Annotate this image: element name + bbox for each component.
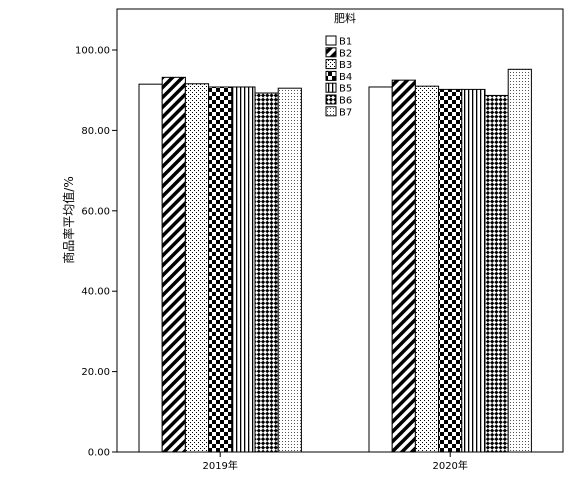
y-tick-label: 80.00 bbox=[81, 126, 110, 137]
bar-b4-1 bbox=[208, 86, 233, 453]
bar-b5-2 bbox=[461, 88, 486, 453]
legend-label-b6: B6 bbox=[339, 96, 352, 107]
legend-label-b3: B3 bbox=[339, 60, 352, 71]
bar-b7-2 bbox=[507, 68, 532, 453]
y-tick-label: 60.00 bbox=[81, 206, 110, 217]
legend-label-b2: B2 bbox=[339, 48, 352, 59]
bar-b4-2 bbox=[438, 88, 463, 453]
y-axis-label: 商品率平均值/% bbox=[61, 176, 76, 263]
bar-b3-1 bbox=[184, 83, 210, 453]
bars bbox=[138, 68, 532, 453]
legend-label-b1: B1 bbox=[339, 37, 352, 48]
bar-b7-1 bbox=[277, 87, 302, 453]
legend-swatch-b2 bbox=[325, 47, 337, 58]
bar-b6-2 bbox=[484, 94, 509, 453]
bar-b3-2 bbox=[414, 85, 440, 453]
x-tick-label: 2019年 bbox=[202, 459, 237, 472]
legend-swatch-b4 bbox=[325, 70, 337, 81]
y-tick-label: 40.00 bbox=[81, 287, 110, 298]
legend-swatch-b5 bbox=[325, 82, 337, 93]
y-tick-label: 20.00 bbox=[81, 367, 110, 378]
y-tick-label: 0.00 bbox=[88, 448, 110, 459]
bar-b2-2 bbox=[391, 79, 416, 453]
plot-frame bbox=[116, 8, 564, 453]
legend-title: 肥料 bbox=[334, 11, 356, 25]
legend-swatch-b7 bbox=[325, 106, 337, 117]
bar-b6-1 bbox=[254, 92, 279, 453]
legend-swatch-b3 bbox=[325, 59, 337, 70]
y-tick-label: 100.00 bbox=[75, 46, 110, 57]
legend-label-b5: B5 bbox=[339, 84, 352, 95]
legend-swatch-b1 bbox=[325, 35, 337, 46]
bar-b1-1 bbox=[138, 83, 163, 453]
bar-b1-2 bbox=[368, 86, 393, 453]
bar-b5-1 bbox=[231, 86, 256, 453]
legend-swatch-b6 bbox=[325, 94, 337, 105]
x-tick-label: 2020年 bbox=[432, 459, 467, 472]
bar-b2-1 bbox=[161, 76, 186, 453]
x-axis: 2019年 2020年 bbox=[202, 452, 468, 472]
y-axis: 0.00 20.00 40.00 60.00 80.00 100.00 bbox=[75, 46, 117, 459]
legend-label-b4: B4 bbox=[339, 72, 352, 83]
legend-label-b7: B7 bbox=[339, 107, 352, 118]
